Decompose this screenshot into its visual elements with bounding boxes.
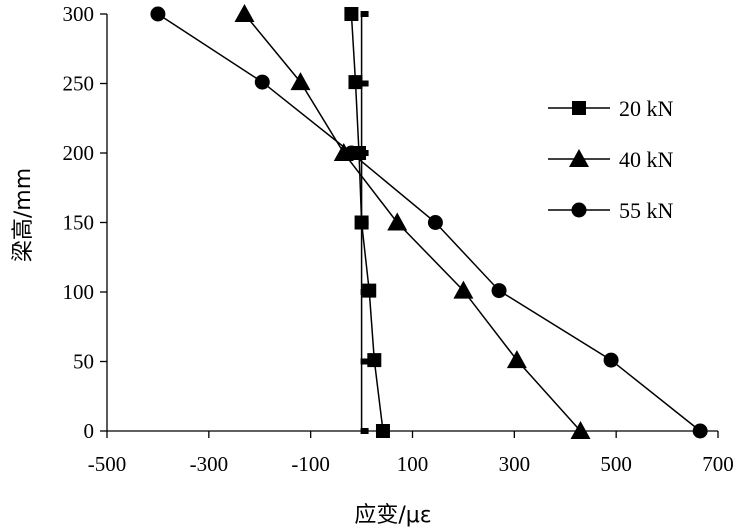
zero-line-tick [360,428,369,434]
zero-line-tick [360,11,369,17]
data-point [375,424,390,438]
y-tick-label: 0 [84,419,95,443]
data-point [254,74,270,90]
x-tick-label: -500 [88,452,127,476]
y-tick-label: 200 [63,141,95,165]
legend-entry: 40 kN [548,147,674,172]
zero-line-tick [360,358,369,365]
legend-marker [569,149,589,167]
y-axis-title: 梁高/mm [11,168,36,262]
x-tick-label: -300 [190,452,229,476]
data-point [344,7,359,21]
legend-entry: 55 kN [548,198,674,223]
data-point [570,421,591,439]
legend-label: 20 kN [619,96,674,121]
data-point [603,352,619,368]
data-point [491,283,507,299]
series-3 [150,6,708,439]
x-tick-label: -100 [291,452,330,476]
zero-line-tick [360,80,369,87]
data-point [290,72,311,91]
data-point [150,6,166,22]
legend-label: 40 kN [619,147,674,172]
y-tick-label: 300 [63,2,95,26]
data-point [348,75,363,90]
data-point [343,145,359,161]
data-point [427,215,443,230]
series-line [243,13,582,432]
legend-marker [571,202,587,218]
x-tick-label: 100 [397,452,429,476]
data-point [453,280,474,299]
series-2 [234,4,591,439]
y-tick-label: 150 [63,211,95,235]
y-tick-label: 100 [63,280,95,304]
data-point [354,215,369,230]
data-point [362,283,377,298]
data-point [387,212,408,231]
series-layer [150,4,708,439]
data-point [367,353,382,368]
legend: 20 kN 40 kN 55 kN [548,96,674,223]
y-tick-label: 50 [73,350,94,374]
y-tick-label: 250 [63,72,95,96]
x-axis-title: 应变/με [354,503,431,528]
x-tick-label: 300 [499,452,531,476]
legend-marker [572,101,586,115]
series-1 [344,7,390,438]
axes: 0 50 100 150 200 250 300 -500 -300 -100 100 300 500 7… [63,2,734,476]
legend-entry: 20 kN [548,96,674,121]
data-point [692,423,708,439]
data-point [234,4,255,22]
data-point [506,350,527,369]
x-tick-label: 500 [600,452,632,476]
legend-label: 55 kN [619,198,674,223]
x-tick-label: 700 [702,452,734,476]
